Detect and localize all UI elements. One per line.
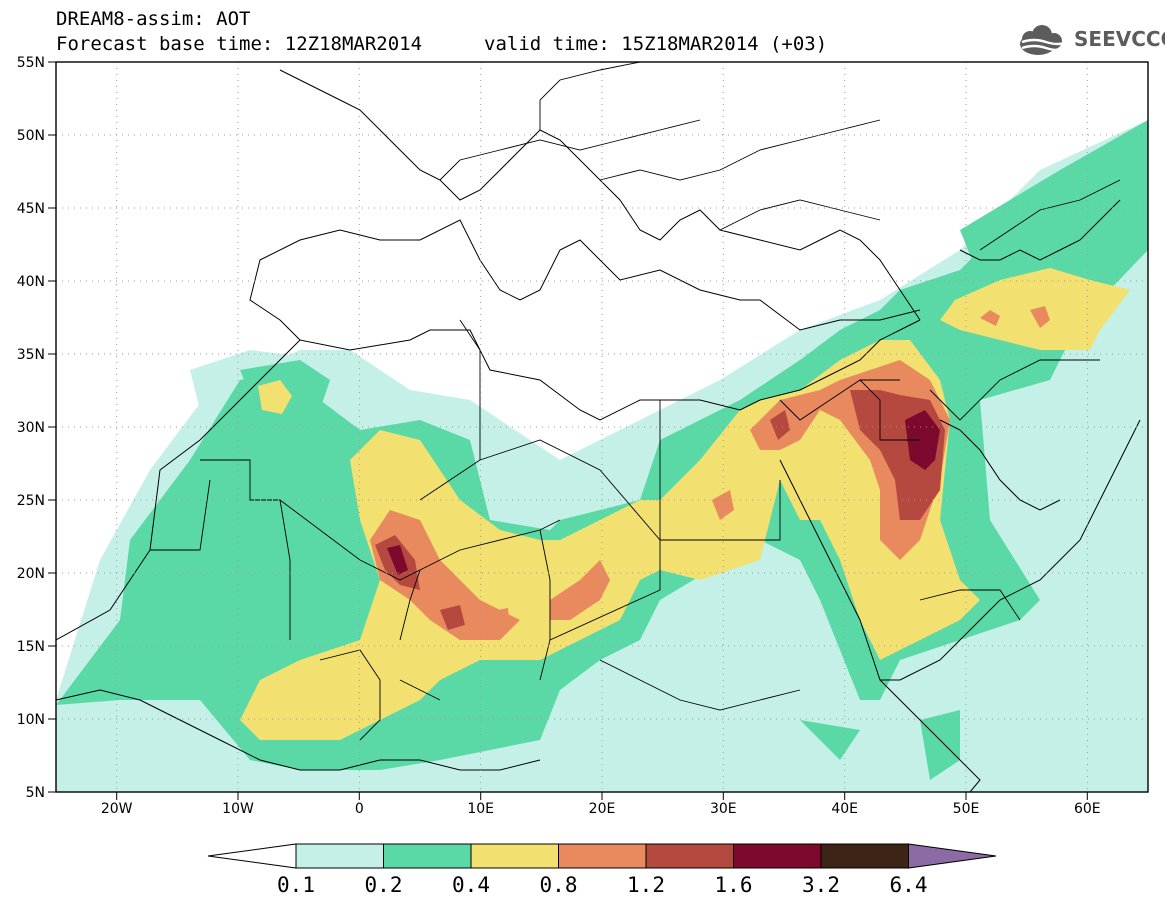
colorbar-label: 1.6 — [715, 873, 753, 897]
colorbar-swatch — [470, 843, 559, 869]
colorbar-low-arrow — [207, 843, 297, 869]
colorbar-label: 0.1 — [277, 873, 315, 897]
y-tick-label: 15N — [17, 639, 45, 655]
y-tick-label: 10N — [17, 712, 45, 728]
y-tick-label: 5N — [26, 785, 45, 801]
y-tick-label: 45N — [17, 201, 45, 217]
seevccc-logo: SEEVCCC — [1074, 27, 1165, 51]
colorbar-swatch — [820, 843, 909, 869]
colorbar-label: 0.8 — [540, 873, 578, 897]
y-tick-label: 40N — [17, 274, 45, 290]
colorbar-label: 3.2 — [802, 873, 840, 897]
colorbar — [207, 843, 997, 869]
x-tick-label: 20W — [101, 801, 133, 817]
colorbar-swatch — [558, 843, 647, 869]
grid-lines — [56, 62, 1148, 792]
y-tick-label: 35N — [17, 347, 45, 363]
colorbar-label: 1.2 — [627, 873, 665, 897]
x-tick-label: 60E — [1074, 801, 1101, 817]
colorbar-high-arrow — [908, 843, 997, 869]
y-tick-label: 55N — [17, 55, 45, 71]
colorbar-label: 6.4 — [890, 873, 928, 897]
colorbar-swatch — [383, 843, 472, 869]
y-tick-label: 25N — [17, 493, 45, 509]
y-tick-label: 30N — [17, 420, 45, 436]
x-tick-label: 10E — [467, 801, 494, 817]
colorbar-swatch — [645, 843, 734, 869]
colorbar-label: 0.4 — [452, 873, 490, 897]
x-tick-label: 40E — [831, 801, 858, 817]
aot-band-1.6 — [387, 410, 940, 575]
colorbar-label: 0.2 — [365, 873, 403, 897]
x-tick-label: 30E — [710, 801, 737, 817]
colorbar-swatch — [295, 843, 384, 869]
y-tick-label: 50N — [17, 128, 45, 144]
x-tick-label: 10W — [222, 801, 254, 817]
country-borders — [150, 62, 1121, 741]
y-tick-label: 20N — [17, 566, 45, 582]
forecast-base-time: Forecast base time: 12Z18MAR2014 — [56, 33, 423, 55]
cloud-icon — [1020, 25, 1069, 55]
colorbar-swatch — [733, 843, 822, 869]
x-tick-label: 20E — [589, 801, 616, 817]
valid-time: valid time: 15Z18MAR2014 (+03) — [484, 33, 828, 55]
map-title: DREAM8-assim: AOT — [56, 8, 251, 30]
x-tick-label: 50E — [953, 801, 980, 817]
x-tick-label: 0 — [355, 801, 364, 817]
